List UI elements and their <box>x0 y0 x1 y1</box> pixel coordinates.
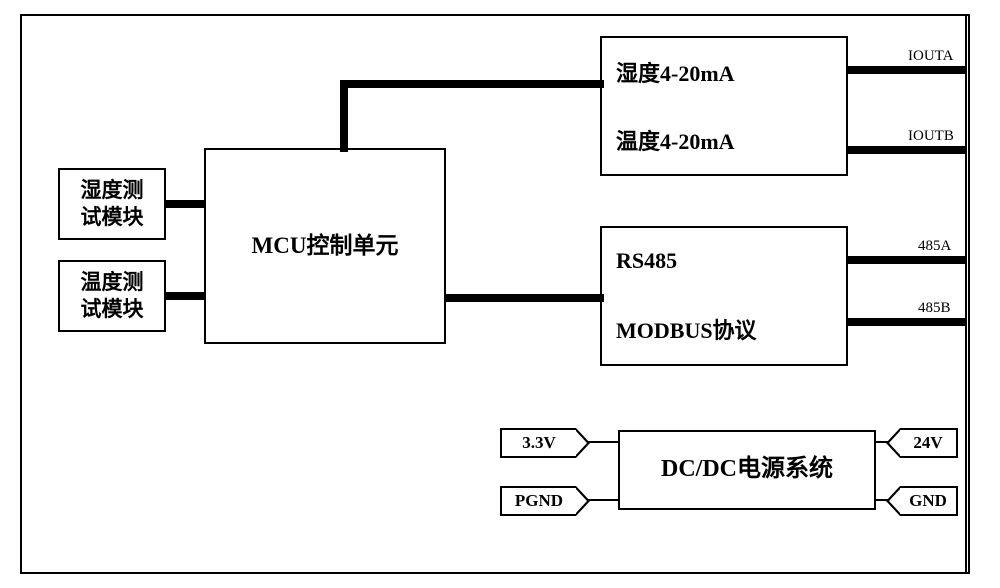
rs485-label-2: MODBUS协议 <box>616 313 846 345</box>
mcu-box: MCU控制单元 <box>204 148 446 344</box>
wire-mcu-rs485 <box>444 294 604 302</box>
wire-humidity-mcu <box>164 200 204 208</box>
wire-3v3-dcdc <box>588 441 620 443</box>
tag-3v3-label: 3.3V <box>522 433 556 453</box>
temperature-module-label: 温度测 试模块 <box>77 265 148 328</box>
temperature-module-box: 温度测 试模块 <box>58 260 166 332</box>
dcdc-label: DC/DC电源系统 <box>657 450 837 489</box>
tag-pgnd: PGND <box>500 486 576 516</box>
wire-mcu-up-h <box>340 80 604 88</box>
rs485-box: RS485 MODBUS协议 <box>600 226 848 366</box>
wire-485a <box>846 256 966 264</box>
output-humidity-label: 湿度4-20mA <box>616 56 846 88</box>
tag-3v3: 3.3V <box>500 428 576 458</box>
wire-485b <box>846 318 966 326</box>
label-485b: 485B <box>918 300 951 317</box>
diagram-canvas: 湿度测 试模块 温度测 试模块 MCU控制单元 湿度4-20mA 温度4-20m… <box>0 0 1000 588</box>
label-485a: 485A <box>918 238 951 255</box>
humidity-module-box: 湿度测 试模块 <box>58 168 166 240</box>
wire-temp-mcu <box>164 292 204 300</box>
label-ioutb: IOUTB <box>908 128 954 145</box>
output-temperature-label: 温度4-20mA <box>616 124 846 156</box>
wire-iouta <box>846 66 966 74</box>
tag-24v-label: 24V <box>913 433 942 453</box>
wire-ioutb <box>846 146 966 154</box>
right-interface-line <box>965 16 967 572</box>
humidity-module-label: 湿度测 试模块 <box>77 173 148 236</box>
output-420-box: 湿度4-20mA 温度4-20mA <box>600 36 848 176</box>
tag-24v: 24V <box>900 428 958 458</box>
label-iouta: IOUTA <box>908 48 953 65</box>
tag-gnd-label: GND <box>909 491 947 511</box>
tag-gnd: GND <box>900 486 958 516</box>
wire-pgnd-dcdc <box>588 499 620 501</box>
mcu-label: MCU控制单元 <box>248 227 403 265</box>
rs485-label-1: RS485 <box>616 248 846 274</box>
dcdc-box: DC/DC电源系统 <box>618 430 876 510</box>
tag-pgnd-label: PGND <box>515 491 563 511</box>
wire-dcdc-gnd <box>874 499 888 501</box>
wire-mcu-up-v <box>340 80 348 152</box>
wire-dcdc-24v <box>874 441 888 443</box>
